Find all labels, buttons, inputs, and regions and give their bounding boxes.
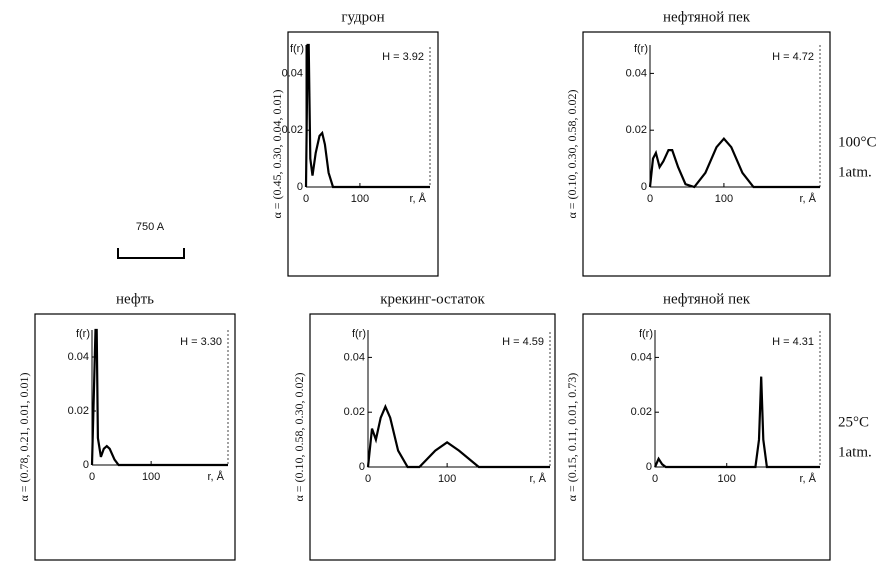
curve <box>304 43 430 189</box>
inset-frame <box>649 45 821 188</box>
x-tick-label: 100 <box>718 473 736 485</box>
x-tick-label: 0 <box>652 473 658 485</box>
x-axis-label: r, Å <box>799 472 816 485</box>
y-axis-label: f(r) <box>290 43 304 55</box>
side-label: α = (0.15, 0.11, 0.01, 0.73) <box>565 373 579 502</box>
panel-frame <box>309 313 556 561</box>
annotation: H = 4.72 <box>772 51 814 63</box>
y-axis-label: f(r) <box>634 43 648 55</box>
x-axis-label: r, Å <box>529 472 546 485</box>
x-tick-label: 100 <box>142 471 160 483</box>
y-tick-label: 0.02 <box>344 406 365 418</box>
x-tick-label: 0 <box>89 471 95 483</box>
panel-title: крекинг-остаток <box>380 291 485 307</box>
y-tick-label: 0 <box>646 461 652 473</box>
condition-pressure: 1atm. <box>838 444 872 460</box>
side-label: α = (0.10, 0.58, 0.30, 0.02) <box>292 372 306 501</box>
panel-title: нефть <box>116 291 154 307</box>
scale-bar <box>117 248 185 259</box>
curve <box>653 376 820 469</box>
x-tick-label: 0 <box>365 473 371 485</box>
panel-frame <box>582 31 831 277</box>
panel-frame <box>34 313 236 561</box>
inset-frame <box>654 330 821 468</box>
condition-temperature: 25°C <box>838 414 869 430</box>
y-tick-label: 0.02 <box>68 405 89 417</box>
panel-frame <box>582 313 831 561</box>
y-tick-label: 0.04 <box>282 67 303 79</box>
y-tick-label: 0 <box>83 459 89 471</box>
x-tick-label: 0 <box>647 193 653 205</box>
y-axis-label: f(r) <box>639 328 653 340</box>
y-axis-label: f(r) <box>352 328 366 340</box>
x-tick-label: 100 <box>438 473 456 485</box>
y-tick-label: 0 <box>359 461 365 473</box>
curve <box>90 328 228 467</box>
y-tick-label: 0.04 <box>68 351 89 363</box>
condition-pressure: 1atm. <box>838 164 872 180</box>
annotation: H = 3.92 <box>382 51 424 63</box>
panel-title: нефтяной пек <box>663 9 751 25</box>
x-axis-label: r, Å <box>799 192 816 205</box>
inset-frame <box>305 45 431 188</box>
side-label: α = (0.10, 0.30, 0.58, 0.02) <box>565 89 579 218</box>
y-axis-label: f(r) <box>76 328 90 340</box>
inset-frame <box>367 330 551 468</box>
y-tick-label: 0.02 <box>631 406 652 418</box>
curve <box>648 137 820 189</box>
curve <box>366 403 550 469</box>
panel-title: гудрон <box>341 9 384 25</box>
side-label: α = (0.45, 0.30, 0.04, 0.01) <box>270 89 284 218</box>
scale-bar-label: 750 A <box>136 221 165 233</box>
y-tick-label: 0.04 <box>344 351 365 363</box>
x-axis-label: r, Å <box>207 470 224 483</box>
side-label: α = (0.78, 0.21, 0.01, 0.01) <box>17 372 31 501</box>
y-tick-label: 0 <box>297 181 303 193</box>
x-tick-label: 0 <box>303 193 309 205</box>
panel-title: нефтяной пек <box>663 291 751 307</box>
y-tick-label: 0.04 <box>626 67 647 79</box>
x-axis-label: r, Å <box>409 192 426 205</box>
x-tick-label: 100 <box>351 193 369 205</box>
condition-temperature: 100°C <box>838 134 877 150</box>
panel-frame <box>287 31 439 277</box>
y-tick-label: 0.04 <box>631 351 652 363</box>
y-tick-label: 0 <box>641 181 647 193</box>
annotation: H = 4.31 <box>772 336 814 348</box>
inset-frame <box>91 330 229 466</box>
annotation: H = 4.59 <box>502 336 544 348</box>
y-tick-label: 0.02 <box>626 124 647 136</box>
x-tick-label: 100 <box>715 193 733 205</box>
annotation: H = 3.30 <box>180 336 222 348</box>
y-tick-label: 0.02 <box>282 124 303 136</box>
